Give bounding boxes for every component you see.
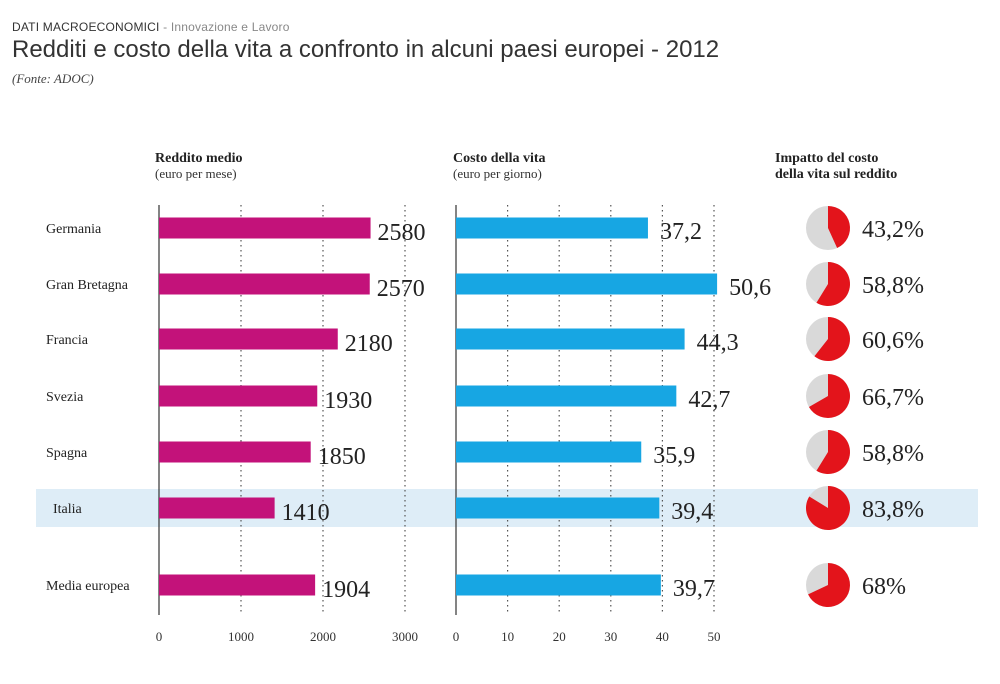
cost-bar <box>456 328 685 350</box>
impact-pie-slice <box>828 206 850 249</box>
income-tick-label: 1000 <box>228 629 254 644</box>
income-bar <box>159 273 370 295</box>
income-value-label: 1904 <box>322 577 370 603</box>
cost-tick-label: 50 <box>708 629 721 644</box>
income-bar <box>159 441 311 463</box>
income-value-label: 1850 <box>318 444 366 470</box>
impact-pie-slice <box>814 317 851 362</box>
income-tick-label: 0 <box>156 629 163 644</box>
income-bar <box>159 497 275 519</box>
impact-pie-slice <box>806 486 851 531</box>
cost-panel-subtitle: (euro per giorno) <box>453 166 542 181</box>
kicker-section: DATI MACROECONOMICI <box>12 20 160 34</box>
country-label: Germania <box>46 222 102 237</box>
income-panel-subtitle: (euro per mese) <box>155 166 237 181</box>
cost-value-label: 42,7 <box>688 387 730 413</box>
kicker-separator: - <box>159 20 171 34</box>
axes <box>158 205 457 615</box>
cost-bar <box>456 497 660 519</box>
cost-tick-label: 0 <box>453 629 460 644</box>
kicker-subsection: Innovazione e Lavoro <box>170 20 290 34</box>
rows: Germania 2580 37,2 43,2% Gran Bretagna 2570 50… <box>46 206 924 607</box>
impact-value-label: 66,7% <box>862 385 924 411</box>
country-label: Media europea <box>46 579 130 594</box>
income-panel-title: Reddito medio <box>155 151 243 166</box>
impact-value-label: 43,2% <box>862 217 924 243</box>
impact-pie-slice <box>816 430 851 474</box>
income-bar <box>159 217 371 239</box>
country-label: Spagna <box>46 446 88 461</box>
cost-value-label: 39,4 <box>671 499 713 525</box>
impact-pie-slice <box>808 374 850 419</box>
country-label: Italia <box>53 502 83 517</box>
income-value-label: 2570 <box>377 276 425 302</box>
country-label: Gran Bretagna <box>46 278 129 293</box>
impact-panel-title-line2: della vita sul reddito <box>775 167 897 182</box>
impact-panel-title-line1: Impatto del costo <box>775 151 878 166</box>
cost-value-label: 50,6 <box>729 275 771 301</box>
chart-source: (Fonte: ADOC) <box>12 71 94 86</box>
country-label: Svezia <box>46 390 84 405</box>
country-label: Francia <box>46 333 89 348</box>
gridlines <box>240 205 715 615</box>
cost-panel-title: Costo della vita <box>453 151 546 166</box>
cost-bar <box>456 217 648 239</box>
income-value-label: 2580 <box>378 220 426 246</box>
impact-pie-slice <box>816 262 851 306</box>
income-value-label: 2180 <box>345 331 393 357</box>
income-value-label: 1930 <box>324 388 372 414</box>
cost-bar <box>456 385 677 407</box>
cost-tick-label: 20 <box>553 629 566 644</box>
income-value-label: 1410 <box>282 500 330 526</box>
cost-value-label: 35,9 <box>653 443 695 469</box>
impact-value-label: 68% <box>862 574 906 600</box>
income-bar <box>159 385 318 407</box>
income-bar <box>159 574 316 596</box>
cost-tick-label: 10 <box>501 629 514 644</box>
impact-value-label: 60,6% <box>862 328 924 354</box>
impact-value-label: 58,8% <box>862 441 924 467</box>
cost-bar <box>456 574 661 596</box>
cost-tick-label: 30 <box>604 629 617 644</box>
kicker: DATI MACROECONOMICI - Innovazione e Lavo… <box>12 20 290 34</box>
income-bar <box>159 328 338 350</box>
chart-title: Redditi e costo della vita a confronto i… <box>12 36 720 63</box>
cost-tick-label: 40 <box>656 629 669 644</box>
cost-value-label: 37,2 <box>660 219 702 245</box>
impact-value-label: 58,8% <box>862 273 924 299</box>
income-tick-label: 3000 <box>392 629 418 644</box>
cost-value-label: 39,7 <box>673 576 715 602</box>
cost-bar <box>456 273 718 295</box>
tick-labels: 0 1000 2000 3000 0 10 20 30 40 50 <box>156 629 721 644</box>
impact-pie-slice <box>808 563 850 607</box>
cost-bar <box>456 441 642 463</box>
cost-value-label: 44,3 <box>697 330 739 356</box>
income-tick-label: 2000 <box>310 629 336 644</box>
impact-value-label: 83,8% <box>862 497 924 523</box>
